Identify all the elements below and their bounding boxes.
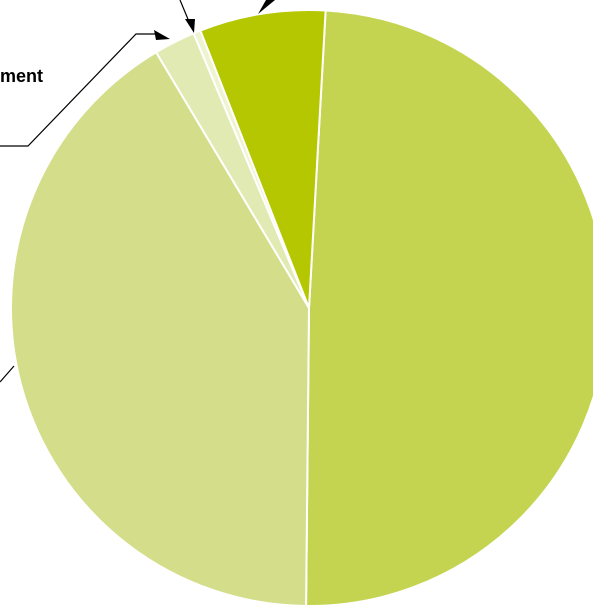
arrowhead-slice-4 [258, 0, 275, 14]
pie-slices [10, 9, 593, 606]
pie-slice-0 [305, 9, 593, 606]
leader-line-left [0, 365, 15, 383]
pie-slice-1 [10, 51, 310, 606]
arrowhead-slice-3 [185, 19, 195, 33]
arrowhead-slice-2 [154, 30, 170, 40]
slice-label-fragment: ment [0, 66, 43, 86]
leader-line-slice-2 [0, 33, 156, 147]
pie-slice-4 [199, 9, 327, 309]
